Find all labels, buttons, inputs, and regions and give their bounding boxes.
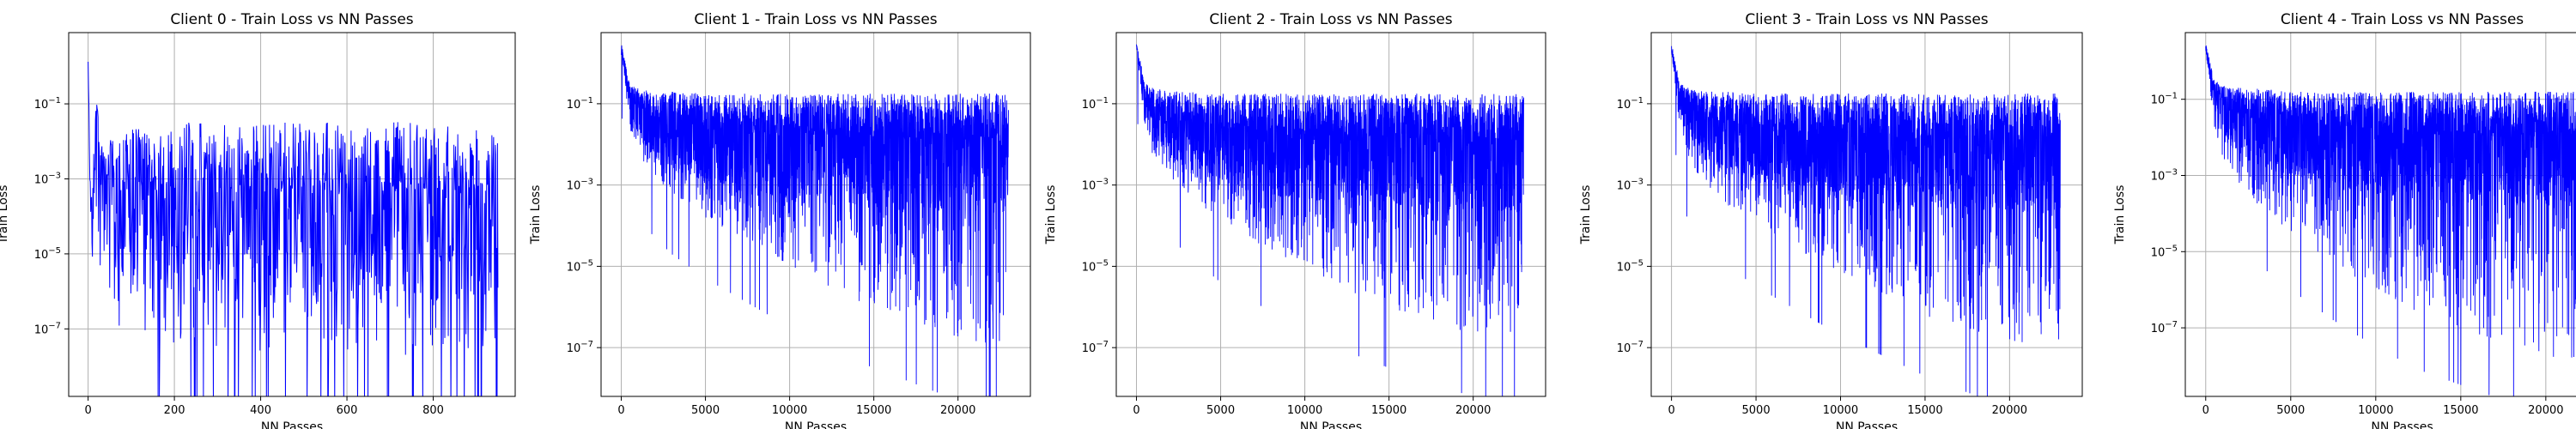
x-tick-label: 10000 [1287,404,1322,417]
y-tick-label: 10−1 [1082,96,1109,112]
series-line [1671,45,2061,396]
x-axis-label: NN Passes [785,420,847,429]
x-tick-label: 600 [337,404,358,417]
y-tick-label: 10−7 [1082,340,1109,355]
x-tick-label: 0 [617,404,624,417]
chart-panel-3: 0 5000 10000 15000 20000 10−7 10−5 10−3 10−1 Clie… [1579,11,2083,429]
y-tick-label: 10−3 [1082,178,1109,193]
x-axis-label: NN Passes [261,420,323,429]
axes-frame [2184,32,2576,397]
y-axis-label: Train Loss [0,185,10,245]
y-tick-label: 10−5 [2151,244,2178,259]
x-axis-label: NN Passes [1300,420,1362,429]
x-tick-label: 20000 [2528,404,2563,417]
x-tick-label: 0 [1668,404,1674,417]
y-tick-label: 10−5 [1082,258,1109,274]
x-tick-label: 10000 [1823,404,1858,417]
y-tick-label: 10−5 [1617,258,1643,274]
y-tick-label: 10−3 [1617,178,1643,193]
chart-panel-4: 0 5000 10000 15000 20000 10−7 10−5 10−3 10−1 Clie… [2113,11,2576,429]
x-axis-label: NN Passes [2371,420,2433,429]
chart-title: Client 4 - Train Loss vs NN Passes [2281,11,2524,28]
axes-frame [600,32,1031,397]
x-tick-label: 20000 [1455,404,1491,417]
x-tick-label: 20000 [940,404,975,417]
x-tick-label: 200 [164,404,185,417]
axes-frame [1115,32,1546,397]
x-tick-label: 10000 [2358,404,2393,417]
chart-title: Client 0 - Train Loss vs NN Passes [170,11,413,28]
chart-panel-0: 0 200 400 600 800 10−7 10−5 10−3 10−1 Client 0 - … [0,11,516,429]
y-tick-label: 10−1 [1617,96,1643,112]
x-tick-label: 0 [2202,404,2209,417]
y-tick-label: 10−3 [2151,167,2178,183]
series-line [1136,44,1524,396]
x-tick-label: 15000 [1907,404,1942,417]
x-axis-label: NN Passes [1836,420,1898,429]
x-tick-label: 5000 [2276,404,2305,417]
y-tick-label: 10−3 [34,171,61,186]
y-tick-label: 10−5 [567,258,593,274]
x-tick-label: 800 [422,404,444,417]
series-line [621,45,1009,396]
y-tick-label: 10−7 [2151,320,2178,335]
y-tick-label: 10−5 [34,246,61,262]
axes-frame [1650,32,2083,397]
y-tick-label: 10−7 [1617,340,1643,355]
x-tick-label: 0 [84,404,91,417]
y-tick-label: 10−3 [567,178,593,193]
chart-title: Client 3 - Train Loss vs NN Passes [1745,11,1988,28]
axes-frame [68,32,516,397]
x-tick-label: 5000 [691,404,720,417]
chart-panel-1: 0 5000 10000 15000 20000 10−7 10−5 10−3 10−1 Clie… [529,11,1031,429]
x-tick-label: 15000 [1371,404,1406,417]
y-tick-label: 10−7 [34,321,61,336]
y-axis-label: Train Loss [1579,185,1593,245]
y-tick-label: 10−1 [567,96,593,112]
y-tick-label: 10−7 [567,340,593,355]
x-tick-label: 20000 [1992,404,2027,417]
chart-title: Client 1 - Train Loss vs NN Passes [694,11,937,28]
chart-title: Client 2 - Train Loss vs NN Passes [1209,11,1452,28]
series-line [2205,45,2576,396]
x-tick-label: 15000 [856,404,891,417]
x-tick-label: 0 [1133,404,1139,417]
y-tick-label: 10−1 [2151,92,2178,107]
y-axis-label: Train Loss [529,185,543,245]
x-tick-label: 10000 [772,404,807,417]
x-tick-label: 5000 [1206,404,1235,417]
x-tick-label: 5000 [1742,404,1771,417]
series-line [88,62,499,396]
chart-panel-2: 0 5000 10000 15000 20000 10−7 10−5 10−3 10−1 Clie… [1044,11,1546,429]
x-tick-label: 15000 [2443,404,2478,417]
y-axis-label: Train Loss [1044,185,1058,245]
y-axis-label: Train Loss [2113,185,2127,245]
y-tick-label: 10−1 [34,96,61,112]
x-tick-label: 400 [250,404,271,417]
